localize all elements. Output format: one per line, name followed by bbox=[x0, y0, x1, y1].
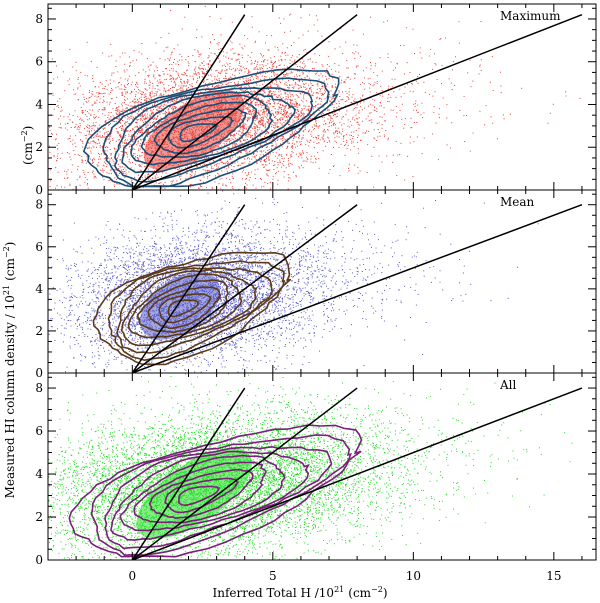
contour-level-3 bbox=[113, 87, 314, 183]
y-tick-label: 2 bbox=[35, 324, 43, 338]
panel-title-middle: Mean bbox=[500, 195, 535, 209]
contour-level-7 bbox=[148, 468, 254, 520]
ticks-middle bbox=[47, 190, 596, 374]
contour-level-1 bbox=[92, 251, 292, 366]
y-tick-label: 2 bbox=[35, 140, 43, 154]
y-tick-label: 4 bbox=[35, 282, 43, 296]
contour-level-3 bbox=[116, 267, 273, 354]
contour-level-2 bbox=[107, 260, 286, 362]
x-axis-label-unit-exp: −2 bbox=[371, 585, 383, 594]
y-axis-label-close: ) bbox=[3, 242, 17, 247]
contour-level-6 bbox=[140, 101, 258, 159]
y-tick-label: 0 bbox=[35, 366, 43, 380]
y-tick-label: 6 bbox=[35, 240, 43, 254]
panel-ylabel-partial-exp: −2 bbox=[20, 130, 29, 142]
x-tick-label: 5 bbox=[269, 569, 277, 583]
x-tick-label: 15 bbox=[546, 569, 561, 583]
panel-ylabel-partial: (cm−2) bbox=[20, 126, 35, 165]
y-axis-label-exp: 21 bbox=[2, 285, 11, 295]
scatter-points-top bbox=[48, 5, 581, 190]
x-axis-label: Inferred Total H /1021 (cm−2) bbox=[212, 585, 387, 600]
contour-level-8 bbox=[167, 115, 234, 149]
contour-level-3 bbox=[104, 445, 333, 550]
contours-middle bbox=[92, 251, 292, 366]
plot-area-top bbox=[48, 5, 583, 190]
contour-level-5 bbox=[130, 94, 274, 166]
y-tick-label: 0 bbox=[35, 183, 43, 197]
panel-ylabel-partial-main: (cm bbox=[21, 142, 35, 165]
contour-level-7 bbox=[147, 286, 222, 330]
y-axis-label: Measured HI column density / 1021 (cm−2) bbox=[2, 242, 17, 499]
y-axis-label-unit-exp: −2 bbox=[2, 246, 11, 258]
reference-line-3 bbox=[132, 204, 583, 373]
contour-level-8 bbox=[164, 477, 240, 514]
y-tick-label: 8 bbox=[35, 12, 43, 26]
x-axis-label-exp: 21 bbox=[334, 585, 344, 594]
panel-middle: 0 2 4 6 8 Mean bbox=[35, 189, 597, 380]
reference-line-1 bbox=[131, 387, 246, 560]
reference-line-3 bbox=[132, 13, 583, 190]
panel-bottom: 0 2 4 6 8 0 5 10 15 All bbox=[35, 372, 597, 583]
y-tick-label: 4 bbox=[35, 467, 43, 481]
contour-level-6 bbox=[136, 279, 229, 334]
y-tick-label: 6 bbox=[35, 55, 43, 69]
contour-level-8 bbox=[158, 293, 212, 324]
contours-top bbox=[82, 68, 340, 188]
contour-level-4 bbox=[120, 268, 258, 347]
reference-line-1 bbox=[131, 204, 246, 373]
contours-bottom bbox=[68, 424, 363, 558]
plot-area-bottom bbox=[48, 373, 583, 560]
contour-level-9 bbox=[179, 123, 219, 143]
contour-level-4 bbox=[110, 450, 310, 541]
contour-level-1 bbox=[82, 68, 340, 188]
x-axis-label-unit: (cm bbox=[348, 586, 371, 600]
reference-line-3 bbox=[132, 387, 583, 560]
y-tick-label: 6 bbox=[35, 424, 43, 438]
scatter-points-bottom bbox=[48, 373, 573, 560]
contour-level-5 bbox=[119, 454, 286, 532]
contour-level-2 bbox=[102, 77, 330, 188]
x-axis-label-close: ) bbox=[383, 586, 388, 600]
y-tick-label: 0 bbox=[35, 553, 43, 567]
y-tick-label: 4 bbox=[35, 97, 43, 111]
reference-line-2 bbox=[131, 14, 358, 190]
panel-frame-bottom bbox=[47, 372, 597, 561]
ticks-bottom bbox=[47, 373, 596, 561]
contour-level-2 bbox=[90, 434, 352, 557]
y-tick-label: 8 bbox=[35, 381, 43, 395]
contour-level-7 bbox=[153, 108, 247, 155]
panel-top: 0 2 4 6 8 Maximum (cm−2) bbox=[20, 3, 597, 197]
reference-line-1 bbox=[131, 14, 246, 190]
contour-level-6 bbox=[133, 461, 267, 524]
panel-title-top: Maximum bbox=[500, 9, 561, 23]
plot-area-middle bbox=[48, 190, 583, 373]
reference-line-2 bbox=[131, 387, 358, 560]
contour-level-9 bbox=[177, 485, 221, 506]
y-axis-label-unit: (cm bbox=[3, 257, 17, 280]
ticks-top bbox=[47, 4, 596, 191]
reference-line-2 bbox=[131, 204, 358, 373]
x-tick-label: 10 bbox=[406, 569, 421, 583]
y-axis-label-main: Measured HI column density / 10 bbox=[3, 295, 17, 498]
contour-level-1 bbox=[68, 424, 363, 558]
contour-level-9 bbox=[167, 299, 200, 318]
y-tick-label: 2 bbox=[35, 510, 43, 524]
x-tick-label: 0 bbox=[128, 569, 136, 583]
y-tick-label: 8 bbox=[35, 198, 43, 212]
panel-ylabel-partial-close: ) bbox=[21, 126, 35, 131]
panel-title-bottom: All bbox=[499, 378, 517, 392]
x-axis-label-main: Inferred Total H /10 bbox=[212, 586, 334, 600]
panel-frame-top bbox=[47, 3, 597, 191]
contour-level-5 bbox=[127, 273, 243, 339]
